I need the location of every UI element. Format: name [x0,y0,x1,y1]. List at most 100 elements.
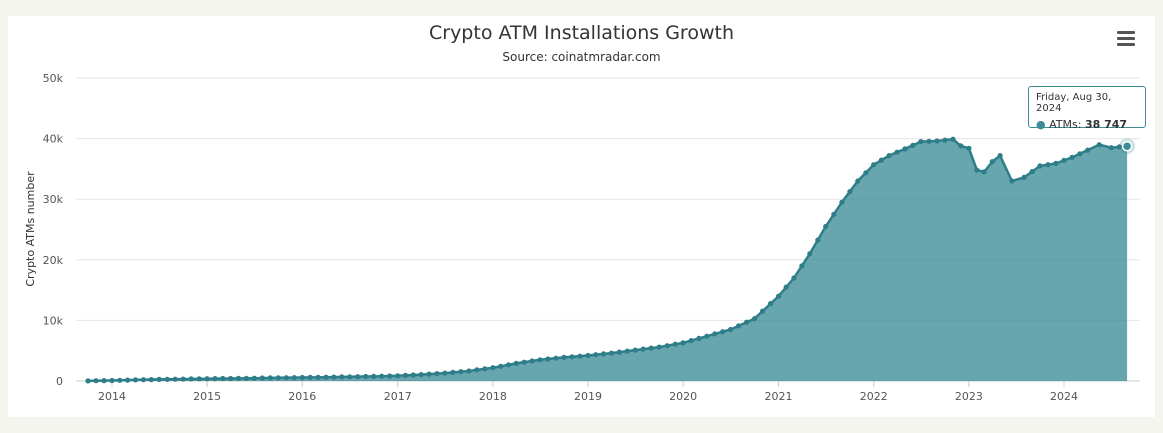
tooltip-value: 38 747 [1084,118,1128,131]
chart-tooltip: Friday, Aug 30, 2024 ● ATMs: 38 747 [1028,86,1146,131]
data-point [736,323,742,329]
data-point [474,367,480,373]
data-point [632,347,638,353]
data-point [1096,142,1102,148]
data-point [291,375,297,381]
data-point [744,319,750,325]
y-tick-label: 40k [43,133,64,146]
data-point [783,284,789,290]
tooltip-series-dot: ● [1036,118,1050,131]
data-point [355,374,361,380]
data-point [553,355,559,361]
data-point [410,372,416,378]
data-point [1069,154,1075,160]
data-point [371,373,377,379]
data-point [989,159,995,165]
data-point [712,331,718,337]
data-point [521,359,527,365]
data-point [156,376,162,382]
data-point [450,369,456,375]
data-point [251,375,257,381]
data-point [934,138,940,144]
x-tick-label: 2014 [98,390,126,403]
data-point [894,149,900,155]
data-point [981,169,987,175]
data-point [275,375,281,381]
data-point [831,211,837,217]
data-point [958,143,964,149]
data-point [283,375,289,381]
data-point [85,378,91,384]
y-axis-label: Crypto ATMs number [24,171,37,287]
data-point [442,370,448,376]
data-point [616,349,623,355]
data-point [585,352,591,359]
data-point [101,378,107,384]
data-point [125,377,131,383]
data-point [910,142,916,148]
data-point [498,363,504,369]
data-point [228,375,234,382]
data-point [672,341,678,347]
data-point [418,372,424,378]
data-point [863,170,869,176]
data-point [768,301,774,307]
data-point [704,333,710,339]
data-point [315,374,321,380]
data-point [1061,157,1067,163]
data-point [1116,144,1122,150]
data-point [561,354,567,360]
data-point [966,145,972,151]
data-point [997,153,1003,159]
data-point [267,375,273,381]
data-point [529,358,535,364]
data-point [1077,151,1083,157]
data-point [1029,169,1035,175]
data-point [776,293,782,299]
data-point [1021,174,1027,180]
x-tick-label: 2018 [479,390,507,403]
data-point [720,329,726,335]
data-point [902,146,908,152]
data-point [926,138,932,144]
data-point [608,350,615,356]
data-point [624,348,630,354]
data-point [140,377,146,383]
data-point [109,377,115,384]
data-point [823,223,829,230]
data-point [799,263,805,269]
tooltip-date: Friday, Aug 30, 2024 [1036,92,1112,114]
data-point [545,356,551,362]
data-point [871,162,877,168]
data-point [482,366,488,372]
data-point [728,326,734,333]
data-point [387,373,393,379]
data-point [791,275,797,281]
x-tick-label: 2021 [765,390,793,403]
data-point [974,167,980,173]
data-point [117,377,123,383]
data-point [537,357,543,363]
y-tick-label: 0 [56,375,63,388]
data-point [307,374,313,380]
data-point [664,343,670,349]
data-point [490,365,496,371]
data-point [299,374,305,381]
chart-title: Crypto ATM Installations Growth [428,22,734,44]
data-point [331,374,337,380]
y-tick-label: 20k [43,254,64,267]
data-point [93,378,99,384]
data-point [886,153,892,159]
hamburger-menu-icon[interactable] [1117,31,1135,47]
data-point [379,373,385,379]
data-point [458,369,464,375]
data-point [402,372,409,378]
data-point [807,251,813,257]
hovered-data-point [1121,140,1133,152]
x-tick-label: 2016 [288,390,316,403]
data-point [204,376,210,382]
data-point [513,360,519,366]
data-point [815,237,821,243]
data-point [752,316,758,322]
data-point [1108,145,1114,151]
